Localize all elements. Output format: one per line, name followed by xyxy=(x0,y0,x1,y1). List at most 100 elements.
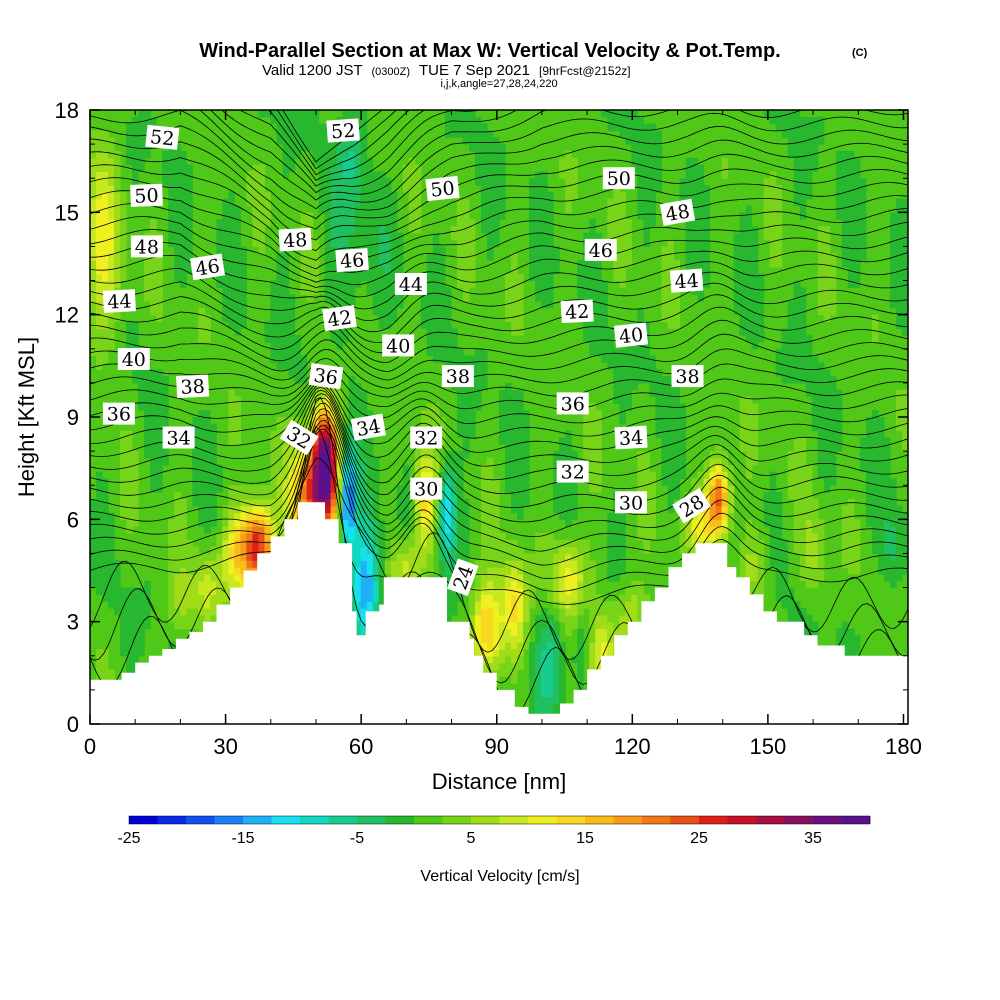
velocity-cell xyxy=(715,532,723,541)
velocity-cell xyxy=(619,369,626,377)
velocity-cell xyxy=(613,212,620,220)
velocity-cell xyxy=(312,457,320,466)
velocity-cell xyxy=(354,621,362,630)
velocity-cell xyxy=(282,471,290,479)
velocity-cell xyxy=(811,580,819,589)
velocity-cell xyxy=(306,273,314,282)
velocity-cell xyxy=(246,526,253,534)
velocity-cell xyxy=(474,635,482,643)
velocity-cell xyxy=(661,430,669,439)
velocity-cell xyxy=(144,580,151,589)
velocity-cell xyxy=(420,532,428,541)
velocity-cell xyxy=(631,608,638,616)
velocity-cell xyxy=(162,376,169,384)
velocity-cell xyxy=(853,280,861,288)
velocity-cell xyxy=(805,485,813,493)
velocity-cell xyxy=(420,417,428,425)
velocity-cell xyxy=(709,478,717,486)
velocity-cell xyxy=(492,546,500,555)
velocity-cell xyxy=(348,403,356,411)
velocity-cell xyxy=(396,294,404,302)
velocity-cell xyxy=(541,608,548,616)
velocity-cell xyxy=(709,526,717,534)
velocity-cell xyxy=(180,608,187,616)
velocity-cell xyxy=(817,369,825,377)
velocity-cell xyxy=(517,614,524,623)
velocity-cell xyxy=(565,621,572,630)
velocity-cell xyxy=(715,457,723,466)
velocity-cell xyxy=(607,328,614,336)
velocity-cell xyxy=(354,587,362,595)
velocity-cell xyxy=(450,478,458,486)
velocity-cell xyxy=(378,321,386,329)
velocity-cell xyxy=(667,430,675,439)
valid-prefix: Valid 1200 JST xyxy=(262,62,362,79)
velocity-cell xyxy=(222,307,229,316)
velocity-cell xyxy=(691,485,699,493)
velocity-cell xyxy=(102,567,109,575)
velocity-cell xyxy=(799,328,807,336)
velocity-cell xyxy=(96,335,103,343)
velocity-cell xyxy=(745,526,753,534)
velocity-cell xyxy=(306,423,314,432)
velocity-cell xyxy=(541,628,548,636)
velocity-cell xyxy=(438,273,446,282)
velocity-cell xyxy=(132,601,139,609)
velocity-cell xyxy=(156,260,163,268)
velocity-cell xyxy=(871,512,879,520)
velocity-cell xyxy=(324,457,332,466)
velocity-cell xyxy=(186,553,193,561)
velocity-cell xyxy=(222,594,229,602)
velocity-cell xyxy=(847,273,855,282)
velocity-cell xyxy=(480,594,488,602)
velocity-cell xyxy=(258,498,266,507)
velocity-cell xyxy=(432,294,440,302)
velocity-cell xyxy=(264,321,272,329)
velocity-cell xyxy=(132,628,139,636)
velocity-cell xyxy=(775,519,783,527)
velocity-cell xyxy=(553,505,560,514)
velocity-cell xyxy=(517,567,524,575)
velocity-cell xyxy=(763,498,771,507)
velocity-cell xyxy=(156,457,163,466)
velocity-cell xyxy=(282,512,290,520)
velocity-cell xyxy=(444,492,452,500)
velocity-cell xyxy=(294,376,302,384)
velocity-cell xyxy=(360,628,368,636)
velocity-cell xyxy=(901,546,908,555)
velocity-cell xyxy=(96,287,103,295)
velocity-cell xyxy=(426,471,434,479)
velocity-cell xyxy=(793,485,801,493)
velocity-cell xyxy=(450,464,458,473)
velocity-cell xyxy=(745,437,753,445)
velocity-cell xyxy=(132,512,139,520)
velocity-cell xyxy=(625,403,632,411)
velocity-cell xyxy=(529,587,536,595)
velocity-cell xyxy=(739,307,747,316)
velocity-cell xyxy=(691,212,699,220)
velocity-cell xyxy=(823,225,831,234)
velocity-cell xyxy=(589,225,596,234)
velocity-cell xyxy=(583,546,590,555)
velocity-cell xyxy=(625,225,632,234)
velocity-cell xyxy=(589,403,596,411)
velocity-cell xyxy=(829,301,837,309)
velocity-cell xyxy=(282,457,290,466)
velocity-cell xyxy=(511,498,518,507)
velocity-cell xyxy=(583,266,590,275)
velocity-cell xyxy=(691,287,699,295)
velocity-cell xyxy=(102,512,109,520)
velocity-cell xyxy=(270,314,278,323)
velocity-cell xyxy=(330,294,338,302)
velocity-cell xyxy=(877,492,885,500)
velocity-cell xyxy=(541,205,548,213)
velocity-cell xyxy=(288,471,296,479)
velocity-cell xyxy=(114,567,121,575)
velocity-cell xyxy=(589,417,596,425)
velocity-cell xyxy=(444,526,452,534)
velocity-cell xyxy=(745,335,753,343)
velocity-cell xyxy=(793,539,801,548)
velocity-cell xyxy=(601,307,608,316)
velocity-cell xyxy=(468,225,476,234)
velocity-cell xyxy=(541,532,548,541)
